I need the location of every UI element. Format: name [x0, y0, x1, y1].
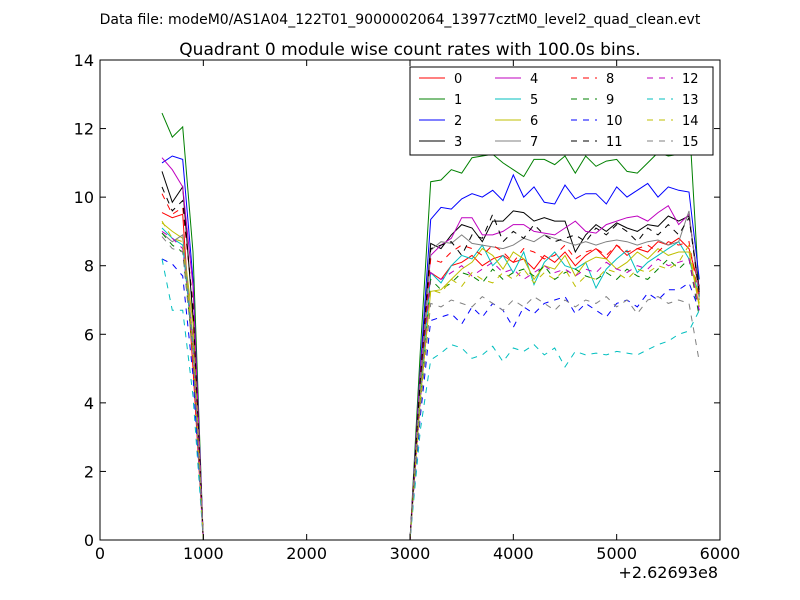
legend-label: 1	[454, 93, 462, 108]
chart-suptitle: Data file: modeM0/AS1A04_122T01_90000020…	[100, 12, 701, 28]
x-tick-label: 6000	[700, 544, 741, 563]
x-tick-label: 5000	[596, 544, 637, 563]
legend-label: 14	[682, 114, 699, 129]
y-tick-label: 0	[84, 531, 94, 550]
y-tick-label: 4	[84, 394, 94, 413]
legend-box	[409, 66, 714, 156]
series-line-5	[161, 227, 700, 541]
legend-label: 12	[682, 72, 699, 87]
series-line-12	[161, 230, 700, 541]
y-tick-label: 8	[84, 257, 94, 276]
x-axis: 0 1000 2000 3000 4000 5000 6000	[95, 60, 740, 563]
legend-label: 2	[454, 114, 462, 129]
x-tick-label: 3000	[390, 544, 431, 563]
x-offset-label: +2.62693e8	[618, 563, 718, 582]
y-tick-label: 10	[74, 188, 94, 207]
legend-label: 4	[530, 72, 538, 87]
legend-label: 15	[682, 135, 699, 150]
x-tick-label: 4000	[493, 544, 534, 563]
chart-title: Quadrant 0 module wise count rates with …	[179, 40, 640, 60]
x-tick-label: 1000	[183, 544, 224, 563]
legend-label: 9	[606, 93, 614, 108]
series-line-13	[161, 258, 700, 541]
plot-lines	[161, 112, 700, 541]
y-tick-label: 12	[74, 120, 94, 139]
series-line-1	[161, 112, 700, 541]
series-line-9	[161, 232, 700, 541]
legend-label: 11	[606, 135, 623, 150]
legend-label: 5	[530, 93, 538, 108]
series-line-14	[161, 220, 700, 541]
series-line-2	[161, 155, 700, 541]
series-line-8	[161, 193, 700, 541]
y-tick-label: 2	[84, 462, 94, 481]
legend-label: 8	[606, 72, 614, 87]
series-line-10	[161, 258, 700, 541]
legend-label: 7	[530, 135, 538, 150]
y-tick-label: 14	[74, 51, 94, 70]
series-line-4	[161, 157, 700, 541]
legend-label: 3	[454, 135, 462, 150]
series-line-11	[161, 186, 700, 541]
legend-label: 6	[530, 114, 538, 129]
legend-label: 0	[454, 72, 462, 87]
x-tick-label: 2000	[286, 544, 327, 563]
y-tick-label: 6	[84, 325, 94, 344]
legend-label: 10	[606, 114, 623, 129]
series-line-6	[161, 222, 700, 541]
x-tick-label: 0	[95, 544, 105, 563]
legend-label: 13	[682, 93, 699, 108]
